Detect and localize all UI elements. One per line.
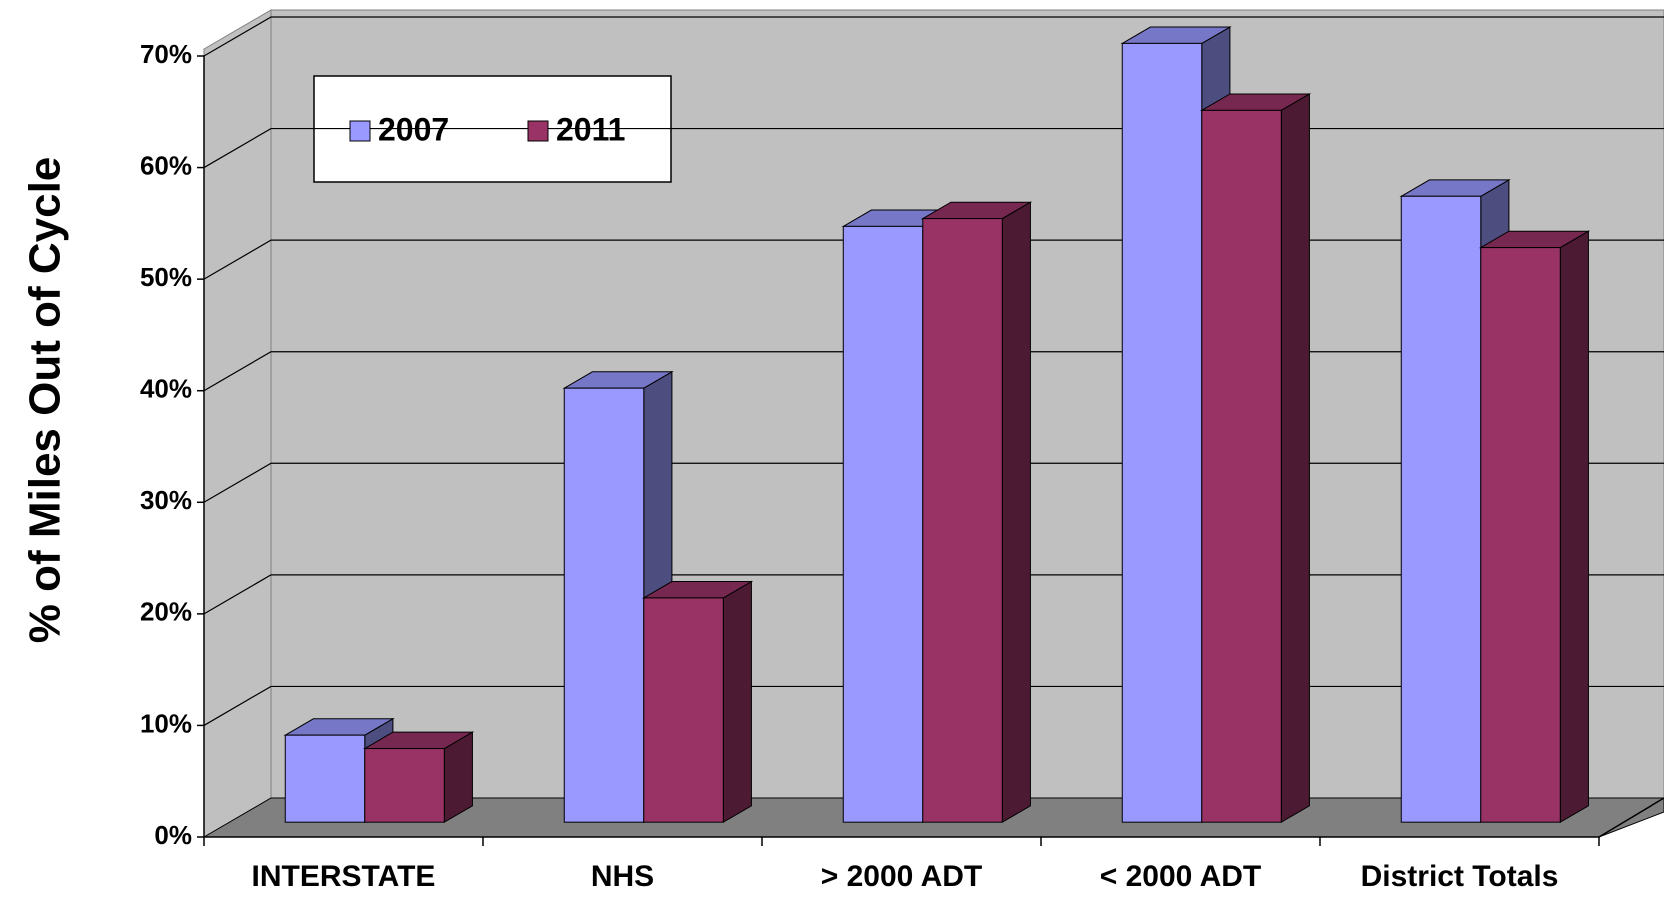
bar-front — [1121, 42, 1203, 823]
y-tick-label: 60% — [140, 150, 192, 180]
x-tick-label: District Totals — [1361, 860, 1559, 893]
y-tick-label: 10% — [140, 708, 192, 738]
legend-swatch — [349, 120, 371, 142]
y-tick-label: 20% — [140, 597, 192, 627]
bar — [1478, 230, 1591, 824]
legend-label: 2007 — [378, 111, 449, 147]
legend-swatch — [527, 120, 549, 142]
bar-side — [1001, 201, 1031, 824]
bar — [920, 201, 1033, 824]
x-tick-label: INTERSTATE — [252, 860, 436, 893]
bar-front — [1201, 109, 1282, 823]
bar-side — [722, 580, 752, 824]
x-tick-label: < 2000 ADT — [1100, 860, 1261, 893]
x-tick-label: NHS — [591, 860, 654, 893]
y-tick-label: 30% — [140, 485, 192, 515]
bar-front — [1400, 195, 1482, 823]
bar-front — [643, 597, 724, 823]
bar — [362, 731, 475, 824]
bar-front — [842, 225, 924, 823]
y-axis-title: % of Miles Out of Cycle — [21, 157, 70, 644]
y-tick-label: 40% — [140, 374, 192, 404]
bar-front — [922, 218, 1003, 823]
bar-side — [1280, 93, 1310, 824]
y-tick-label: 70% — [140, 39, 192, 69]
y-tick-label: 0% — [154, 820, 192, 850]
bar-front — [284, 734, 366, 823]
y-tick-label: 50% — [140, 262, 192, 292]
grid-line — [203, 16, 1664, 57]
x-tick-label: > 2000 ADT — [821, 860, 982, 893]
bar-side — [1559, 230, 1589, 824]
bar-front — [563, 387, 645, 823]
x-axis-depth — [1598, 797, 1664, 838]
bar-front — [1480, 247, 1561, 823]
bar — [641, 580, 754, 824]
legend-label: 2011 — [556, 111, 625, 147]
bar-front — [364, 748, 445, 823]
bar — [1199, 93, 1312, 824]
